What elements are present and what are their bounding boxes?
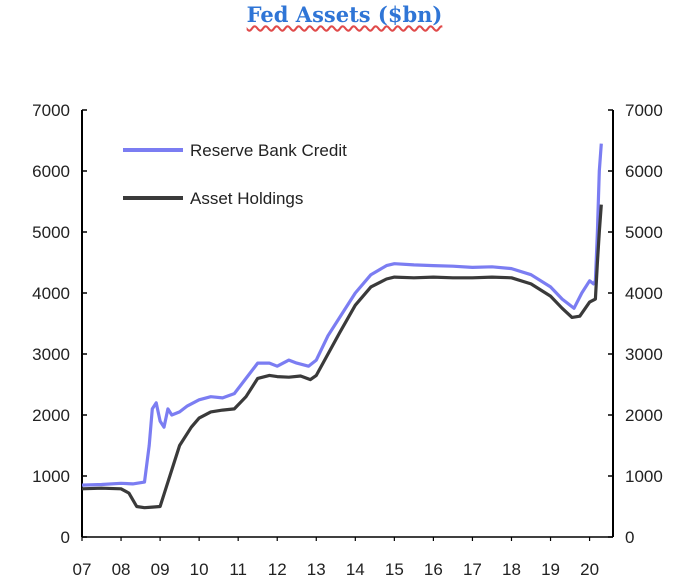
x-tick-label: 16	[424, 560, 443, 579]
y-tick-label-left: 5000	[32, 223, 70, 242]
x-tick-label: 09	[151, 560, 170, 579]
x-tick-label: 19	[541, 560, 560, 579]
x-tick-label: 13	[307, 560, 326, 579]
y-tick-label-right: 3000	[625, 345, 663, 364]
y-tick-label-right: 2000	[625, 406, 663, 425]
legend-label: Asset Holdings	[190, 189, 303, 208]
y-tick-label-right: 5000	[625, 223, 663, 242]
series-line-asset-holdings	[81, 204, 603, 510]
x-tick-label: 20	[580, 560, 599, 579]
series-lines	[81, 143, 603, 510]
x-tick-label: 15	[385, 560, 404, 579]
y-tick-label-right: 4000	[625, 284, 663, 303]
x-tick-label: 08	[112, 560, 131, 579]
y-tick-label-left: 7000	[32, 101, 70, 120]
y-tick-label-right: 0	[625, 528, 634, 547]
chart-title: Fed Assets ($bn)	[246, 2, 443, 27]
y-tick-label-left: 6000	[32, 162, 70, 181]
y-tick-label-right: 7000	[625, 101, 663, 120]
x-tick-label: 10	[190, 560, 209, 579]
y-tick-label-left: 3000	[32, 345, 70, 364]
legend-label: Reserve Bank Credit	[190, 141, 347, 160]
y-tick-label-right: 1000	[625, 467, 663, 486]
x-tick-label: 12	[268, 560, 287, 579]
y-tick-label-left: 2000	[32, 406, 70, 425]
y-tick-label-left: 0	[61, 528, 70, 547]
x-tick-label: 18	[502, 560, 521, 579]
y-tick-label-left: 4000	[32, 284, 70, 303]
x-tick-label: 11	[229, 560, 247, 579]
series-line-reserve-bank-credit	[81, 143, 603, 487]
axes: 0 0 1000 1000 2000 2000 3000 3000 4000 4000 5000 50…	[32, 101, 663, 579]
x-tick-label: 17	[463, 560, 482, 579]
legend: Reserve Bank Credit Asset Holdings	[123, 141, 347, 208]
x-tick-label: 07	[73, 560, 92, 579]
y-tick-label-right: 6000	[625, 162, 663, 181]
x-tick-label: 14	[346, 560, 365, 579]
y-tick-label-left: 1000	[32, 467, 70, 486]
